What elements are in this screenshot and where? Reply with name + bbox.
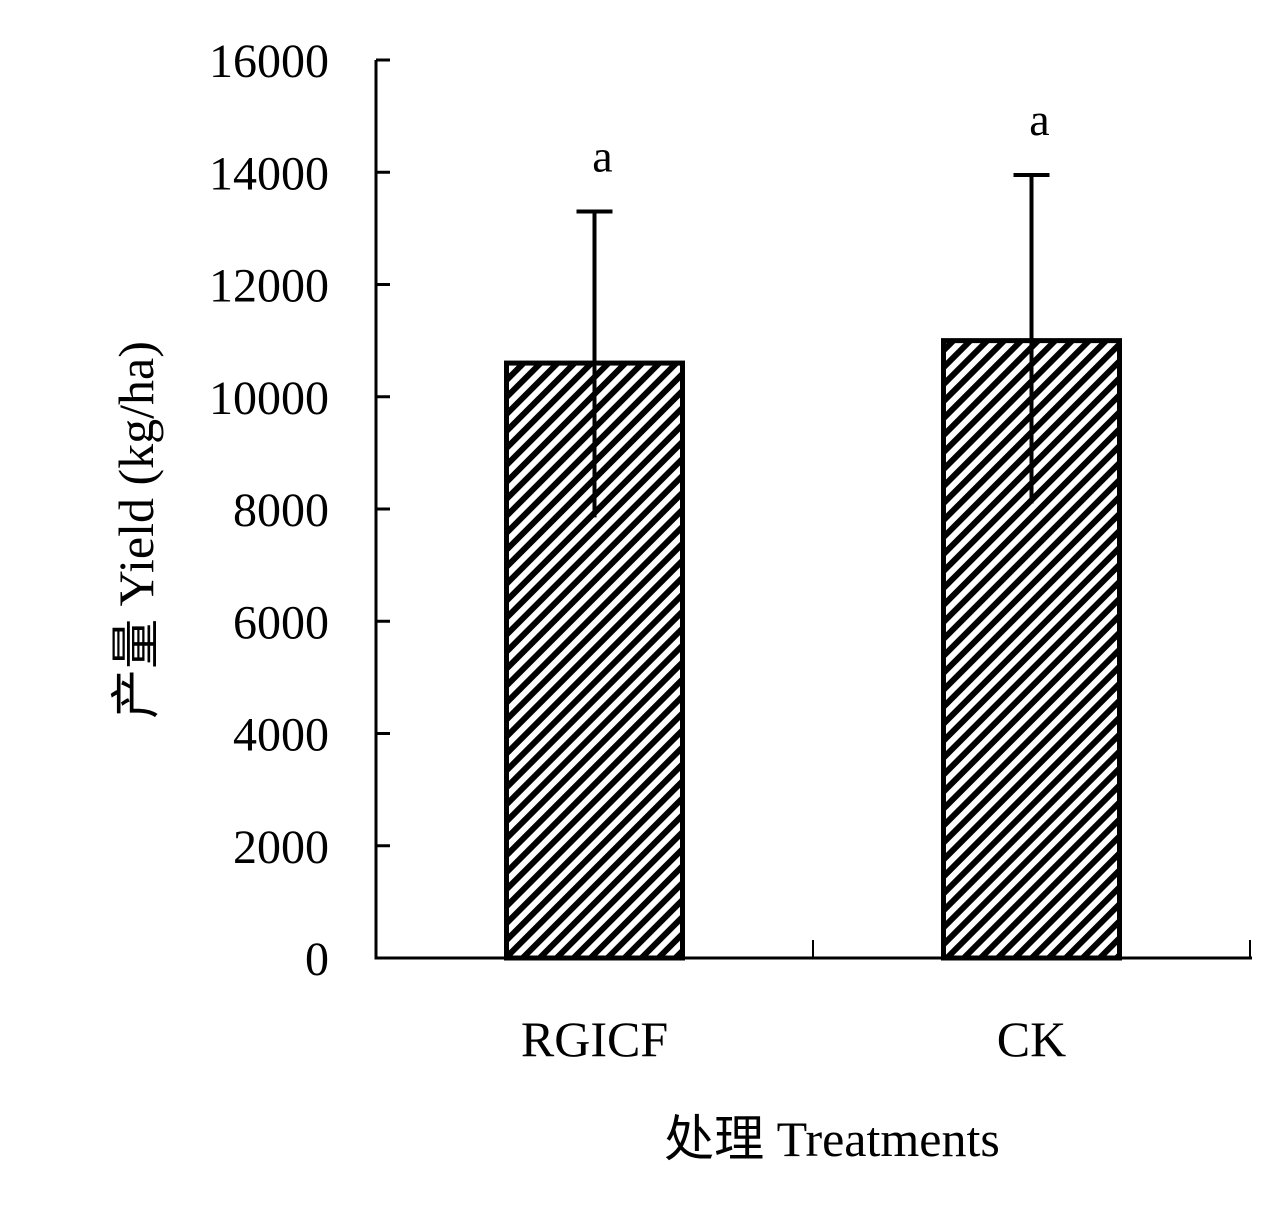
x-axis-title: 处理 Treatments xyxy=(664,1111,1000,1167)
error-bars-layer xyxy=(576,173,1050,518)
category-labels-layer: RGICF CK xyxy=(521,1011,1066,1067)
significance-letter-ck: a xyxy=(1029,94,1049,145)
y-axis-title: 产量 Yield (kg/ha) xyxy=(108,341,164,719)
significance-labels-layer: aa xyxy=(592,94,1049,181)
y-tick-label: 14000 xyxy=(209,147,329,200)
y-tick-label: 6000 xyxy=(233,596,329,649)
y-tick-label: 4000 xyxy=(233,709,329,762)
y-ticks-layer: 0 2000 4000 6000 8000 10000 12000 14000 16000 xyxy=(209,35,390,986)
bars-layer xyxy=(504,338,1122,961)
significance-letter-rgicf: a xyxy=(592,131,612,182)
y-tick-label: 0 xyxy=(305,933,329,986)
y-tick-label: 12000 xyxy=(209,260,329,313)
y-tick-label: 2000 xyxy=(233,821,329,874)
x-ticks-layer xyxy=(812,940,1251,958)
y-tick-label: 16000 xyxy=(209,35,329,88)
y-tick-label: 8000 xyxy=(233,484,329,537)
category-label-ck: CK xyxy=(997,1011,1066,1067)
category-label-rgicf: RGICF xyxy=(521,1011,668,1067)
y-tick-label: 10000 xyxy=(209,372,329,425)
